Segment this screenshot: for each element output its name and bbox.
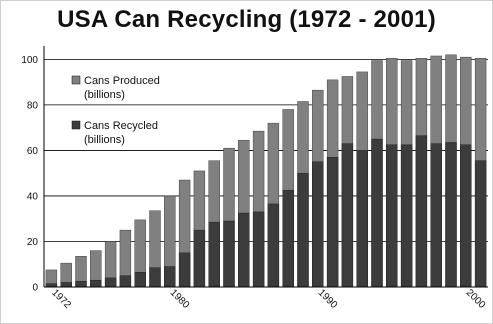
bar-recycled-1996 [400, 144, 413, 288]
bar-recycled-1979 [149, 267, 161, 288]
bar-recycled-1997 [415, 135, 428, 288]
bar-recycled-1987 [267, 203, 280, 288]
bar-recycled-1993 [356, 150, 368, 288]
gridlines [44, 58, 488, 242]
bar-recycled-1998 [430, 143, 442, 288]
bar-recycled-1977 [119, 275, 132, 288]
chart-title: USA Can Recycling (1972 - 2001) [57, 6, 436, 33]
bar-recycled-2001 [474, 160, 487, 288]
bar-recycled-1976 [104, 277, 117, 288]
bar-recycled-1985 [238, 212, 250, 288]
bar-recycled-1992 [341, 143, 354, 288]
x-tick-label-1990: 1990 [316, 287, 340, 311]
bar-recycled-1989 [297, 172, 309, 288]
bar-recycled-1991 [326, 157, 339, 288]
bar-recycled-1972 [45, 283, 58, 288]
y-tick-label-60: 60 [27, 146, 39, 157]
bar-recycled-1975 [90, 279, 102, 288]
bar-recycled-1990 [312, 161, 324, 288]
bar-recycled-1986 [252, 211, 265, 288]
bar-recycled-1978 [134, 272, 146, 288]
bar-recycled-1981 [178, 252, 191, 288]
bar-recycled-1995 [386, 144, 398, 288]
bars [45, 54, 487, 288]
x-tick-label-1980: 1980 [168, 287, 192, 311]
bar-recycled-2000 [460, 144, 472, 288]
bar-recycled-1982 [193, 229, 206, 288]
y-tick-label-0: 0 [32, 283, 38, 294]
bar-recycled-1988 [282, 190, 294, 288]
bar-recycled-1994 [371, 138, 383, 288]
x-tick-label-2000: 2000 [464, 287, 488, 311]
legend: Cans Produced (billions) Cans Recycled (bil… [71, 75, 160, 146]
bar-recycled-1999 [445, 142, 457, 288]
bar-recycled-1974 [75, 281, 87, 288]
y-tick-label-80: 80 [27, 100, 39, 111]
x-tick-label-1972: 1972 [49, 287, 73, 311]
bar-recycled-1980 [164, 266, 176, 288]
legend-label-recycled: Cans Recycled (billions) [84, 120, 158, 146]
legend-swatch-recycled [71, 120, 81, 130]
bar-recycled-1983 [208, 221, 220, 288]
bar-recycled-1973 [60, 282, 72, 288]
y-tick-label-40: 40 [27, 191, 39, 202]
bar-recycled-1984 [223, 220, 235, 288]
y-tick-label-100: 100 [21, 55, 38, 66]
y-tick-label-20: 20 [27, 237, 39, 248]
legend-label-produced: Cans Produced (billions) [84, 75, 160, 101]
legend-swatch-produced [71, 75, 81, 85]
